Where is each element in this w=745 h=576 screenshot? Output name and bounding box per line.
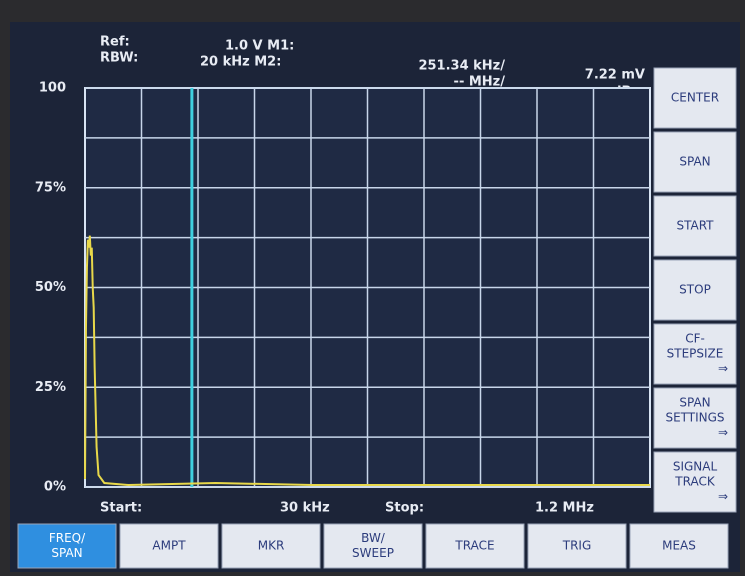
menu-button[interactable]: AMPT xyxy=(120,524,218,568)
button-label: TRACK xyxy=(674,475,716,489)
button-label: ⇒ xyxy=(718,426,728,440)
y-tick-label: 0% xyxy=(44,480,66,495)
menu-button[interactable]: MEAS xyxy=(630,524,728,568)
start-label: Start: xyxy=(100,501,142,516)
rbw-value: 20 kHz M2: xyxy=(200,55,281,70)
button-label: CF- xyxy=(685,332,705,346)
button-label: BW/ xyxy=(361,531,386,545)
stop-value: 1.2 MHz xyxy=(535,501,594,516)
y-tick-label: 100 xyxy=(39,81,66,96)
menu-button[interactable]: START xyxy=(654,196,736,256)
ref-value: 1.0 V M1: xyxy=(225,39,294,54)
y-tick-label: 25% xyxy=(35,380,66,395)
menu-button[interactable]: TRACE xyxy=(426,524,524,568)
m1-freq: 251.34 kHz/ xyxy=(418,59,505,74)
button-label: TRIG xyxy=(562,539,592,553)
button-label: FREQ/ xyxy=(49,531,86,545)
button-label: SETTINGS xyxy=(665,411,724,425)
button-label: AMPT xyxy=(152,539,186,553)
button-label: ⇒ xyxy=(718,490,728,504)
button-label: SIGNAL xyxy=(673,460,718,474)
button-label: CENTER xyxy=(671,91,719,105)
button-label: START xyxy=(676,219,714,233)
start-value: 30 kHz xyxy=(280,501,330,516)
menu-button[interactable]: TRIG xyxy=(528,524,626,568)
menu-button[interactable]: BW/SWEEP xyxy=(324,524,422,568)
m1-level: 7.22 mV xyxy=(585,68,645,83)
button-label: TRACE xyxy=(454,539,494,553)
menu-button[interactable]: MKR xyxy=(222,524,320,568)
button-label: ⇒ xyxy=(718,362,728,376)
y-tick-label: 50% xyxy=(35,280,66,295)
button-label: SWEEP xyxy=(352,546,394,560)
button-label: STEPSIZE xyxy=(667,347,724,361)
screen: Ref: RBW: 1.0 V M1: 20 kHz M2: 251.34 kH… xyxy=(0,0,745,576)
button-label: STOP xyxy=(679,283,711,297)
menu-button[interactable]: SPAN xyxy=(654,132,736,192)
button-label: SPAN xyxy=(51,546,82,560)
y-tick-label: 75% xyxy=(35,180,66,195)
stop-label: Stop: xyxy=(385,501,424,516)
button-label: SPAN xyxy=(679,396,710,410)
button-label: MKR xyxy=(258,539,285,553)
button-label: SPAN xyxy=(679,155,710,169)
menu-button[interactable]: CENTER xyxy=(654,68,736,128)
button-label: MEAS xyxy=(662,539,696,553)
menu-button[interactable]: STOP xyxy=(654,260,736,320)
menu-button[interactable]: CF-STEPSIZE⇒ xyxy=(654,324,736,384)
rbw-label: RBW: xyxy=(100,51,138,66)
menu-button[interactable]: FREQ/SPAN xyxy=(18,524,116,568)
ref-label: Ref: xyxy=(100,35,130,50)
